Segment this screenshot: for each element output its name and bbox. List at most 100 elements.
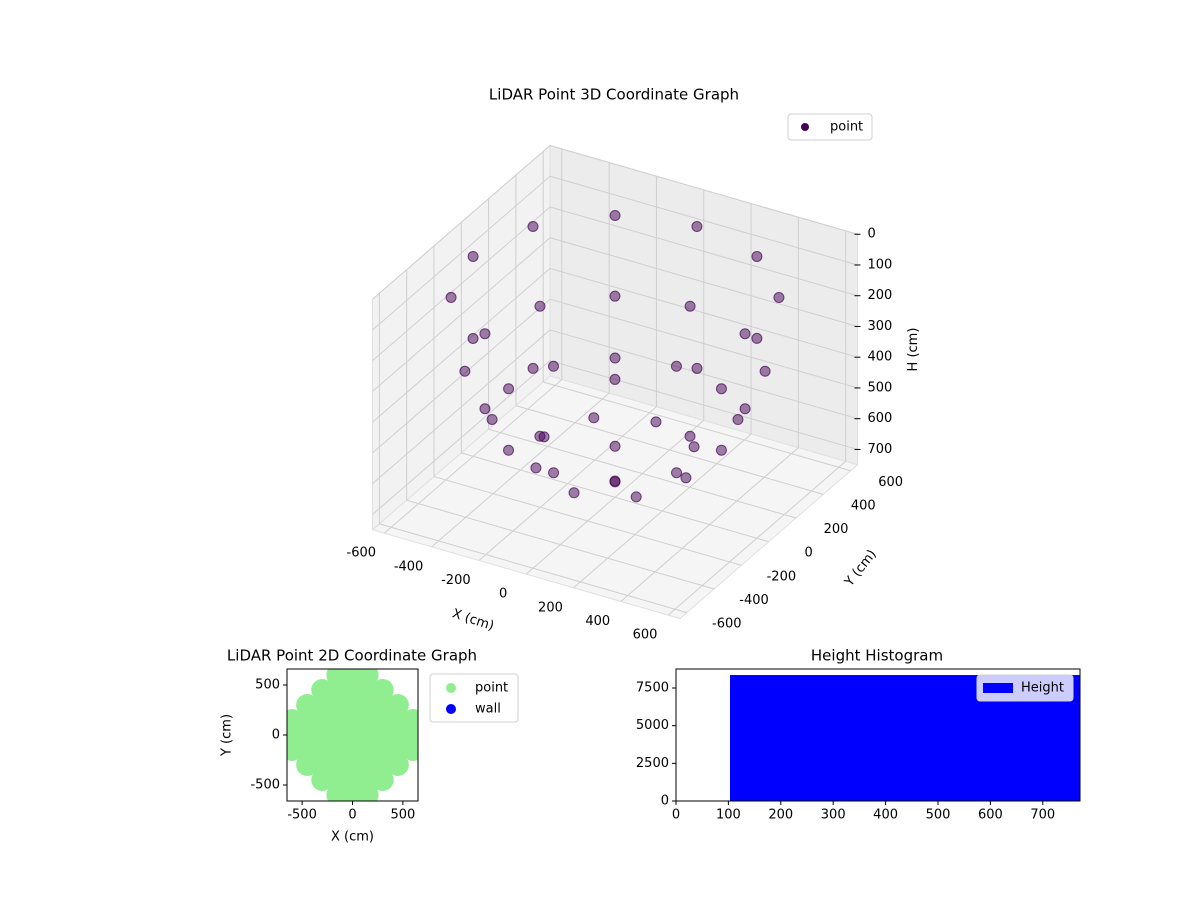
legend-label: wall bbox=[475, 702, 501, 717]
legend-swatch bbox=[983, 683, 1013, 693]
grid-line bbox=[461, 452, 769, 543]
point bbox=[445, 291, 457, 303]
legend-marker bbox=[801, 123, 809, 131]
point bbox=[715, 383, 727, 395]
point bbox=[503, 444, 515, 456]
x-tick-label: 0 bbox=[672, 808, 680, 823]
z-tick-label: 700 bbox=[867, 442, 892, 457]
grid-line bbox=[543, 381, 851, 472]
y-tick-label: -500 bbox=[250, 778, 280, 793]
y-tick-label: 500 bbox=[255, 678, 280, 693]
z-tick-label: 0 bbox=[867, 227, 875, 242]
x-tick-label: -500 bbox=[287, 808, 317, 823]
x-tick-label: 0 bbox=[348, 808, 356, 823]
legend-label: point bbox=[830, 120, 863, 135]
point bbox=[671, 467, 683, 479]
y-tick-label: 7500 bbox=[636, 680, 669, 695]
point bbox=[534, 300, 546, 312]
point bbox=[527, 362, 539, 374]
point bbox=[650, 416, 662, 428]
x-axis-label: X (cm) bbox=[450, 606, 496, 634]
y-tick-label: 5000 bbox=[636, 718, 669, 733]
x-tick-label: 500 bbox=[926, 808, 951, 823]
chart-title: Height Histogram bbox=[811, 647, 943, 665]
grid-line bbox=[372, 268, 551, 423]
z-axis-label: H (cm) bbox=[906, 328, 921, 372]
grid-line bbox=[372, 175, 551, 331]
grid-line bbox=[515, 405, 824, 495]
point bbox=[630, 491, 642, 503]
point bbox=[401, 709, 418, 731]
z-tick-label: 500 bbox=[867, 380, 892, 395]
point bbox=[371, 679, 394, 701]
y-tick-label: 2500 bbox=[636, 756, 669, 771]
chart-title: LiDAR Point 3D Coordinate Graph bbox=[489, 86, 739, 104]
point bbox=[609, 290, 621, 302]
point bbox=[530, 462, 542, 474]
y-tick-label: 200 bbox=[824, 522, 849, 537]
grid-line bbox=[379, 523, 687, 614]
grid-line bbox=[372, 206, 551, 362]
point bbox=[503, 383, 515, 395]
y-tick-label: -400 bbox=[739, 593, 769, 608]
grid-line bbox=[433, 476, 742, 566]
point bbox=[311, 679, 334, 701]
legend-label: Height bbox=[1021, 681, 1064, 696]
grid-line bbox=[372, 298, 551, 454]
x-tick-label: 700 bbox=[1030, 808, 1055, 823]
x-tick-label: 400 bbox=[873, 808, 898, 823]
legend-marker bbox=[446, 704, 456, 714]
grid-line bbox=[372, 145, 551, 300]
point bbox=[684, 430, 696, 442]
y-tick-label: 0 bbox=[805, 546, 813, 561]
legend-marker bbox=[446, 683, 456, 693]
point bbox=[609, 373, 621, 385]
grid-line bbox=[372, 237, 551, 392]
point bbox=[467, 332, 479, 344]
y-tick-label: 400 bbox=[851, 498, 876, 513]
grid-line bbox=[549, 329, 858, 420]
x-tick-label: 200 bbox=[538, 600, 563, 615]
point bbox=[691, 221, 703, 233]
point bbox=[356, 669, 379, 686]
x-tick-label: 200 bbox=[768, 808, 793, 823]
point bbox=[548, 467, 560, 479]
x-tick-label: 100 bbox=[716, 808, 741, 823]
axes-frame bbox=[675, 668, 1081, 802]
point bbox=[534, 430, 546, 442]
y-tick-label: -200 bbox=[767, 569, 797, 584]
point bbox=[386, 694, 409, 716]
point bbox=[479, 328, 491, 340]
z-tick-label: 100 bbox=[867, 257, 892, 272]
point bbox=[467, 250, 479, 262]
x-tick-label: -400 bbox=[394, 559, 424, 574]
point bbox=[732, 414, 744, 426]
z-tick-label: 600 bbox=[867, 411, 892, 426]
x-tick-label: 600 bbox=[978, 808, 1003, 823]
x-tick-label: 300 bbox=[821, 808, 846, 823]
x-axis-label: X (cm) bbox=[331, 830, 374, 845]
point bbox=[751, 332, 763, 344]
point bbox=[486, 413, 498, 425]
point bbox=[739, 328, 751, 340]
z-tick-label: 300 bbox=[867, 319, 892, 334]
y-tick-label: 600 bbox=[878, 475, 903, 490]
z-tick-label: 400 bbox=[867, 350, 892, 365]
point bbox=[459, 365, 471, 377]
grid-line bbox=[372, 329, 551, 485]
z-tick-label: 200 bbox=[867, 288, 892, 303]
y-axis-label: Y (cm) bbox=[841, 547, 879, 590]
grid-line bbox=[549, 145, 858, 235]
grid-line bbox=[549, 360, 858, 450]
x-tick-label: -200 bbox=[441, 573, 471, 588]
point bbox=[609, 209, 621, 221]
grid-line bbox=[488, 428, 797, 519]
point bbox=[680, 472, 692, 484]
grid-line bbox=[549, 206, 858, 297]
point bbox=[527, 220, 539, 232]
point bbox=[609, 440, 621, 452]
x-tick-label: 400 bbox=[585, 614, 610, 629]
point bbox=[684, 300, 696, 312]
point bbox=[547, 360, 559, 372]
